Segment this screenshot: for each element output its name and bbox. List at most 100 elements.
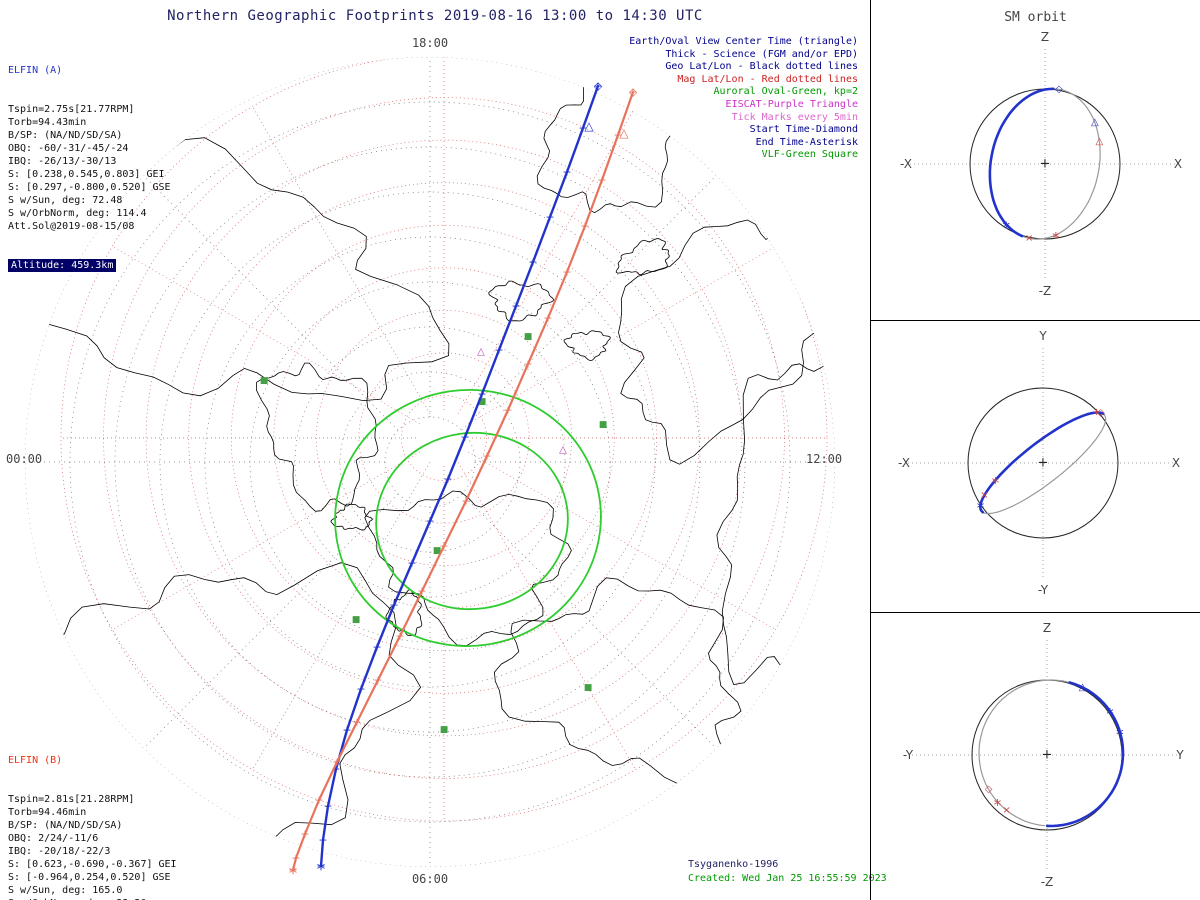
eiscat-triangle-marker: △ <box>559 445 567 456</box>
info-line: OBQ: -60/-31/-45/-24 <box>8 143 129 154</box>
tick-mark: + <box>373 674 382 687</box>
axis-label-top: Z <box>1043 621 1051 635</box>
coastline <box>488 280 555 322</box>
tick-mark: + <box>461 495 470 508</box>
coastline <box>493 577 742 785</box>
tick-mark: + <box>316 860 325 873</box>
tick-mark: + <box>356 683 365 696</box>
orbit-farside-arc <box>978 679 1068 827</box>
info-line: S w/Sun, deg: 165.0 <box>8 885 123 896</box>
axis-label-left: -X <box>900 157 912 171</box>
tick-mark: + <box>528 256 537 269</box>
axis-label-right: X <box>1174 157 1182 171</box>
orbit-marker: + <box>1092 407 1100 418</box>
tick-mark: + <box>318 834 327 847</box>
legend-item: End Time-Asterisk <box>755 136 858 148</box>
info-line: IBQ: -26/13/-30/13 <box>8 156 117 167</box>
tick-mark: + <box>288 864 297 877</box>
model-label: Tsyganenko-1996 <box>688 859 779 870</box>
orbit-nearside-arc <box>988 87 1055 238</box>
tick-mark: + <box>300 828 309 841</box>
auroral-oval-ring <box>375 431 569 611</box>
orbit-marker: ◇ <box>985 784 993 795</box>
tick-mark: + <box>331 763 340 776</box>
coastline <box>716 362 835 685</box>
center-cross: + <box>1042 748 1053 763</box>
orbit-nearside-arc <box>978 411 1105 514</box>
tick-mark: + <box>323 800 332 813</box>
legend: Earth/Oval View Center Time (triangle) Th… <box>629 36 858 162</box>
vlf-square-marker: ■ <box>352 615 361 625</box>
legend-item: Start Time-Diamond <box>749 124 858 136</box>
orbit-panel-zy: +Z-Z-Y Y△*** ×◇ <box>903 621 1184 889</box>
tick-mark: + <box>443 473 452 486</box>
info-line: S w/Sun, deg: 72.48 <box>8 195 123 206</box>
auroral-oval-ring <box>334 389 602 647</box>
tick-mark: + <box>562 266 571 279</box>
info-line: Att.Sol@2019-08-15/08 <box>8 221 135 232</box>
orbit-marker: ◇ <box>1055 84 1063 95</box>
orbit-nearside-arc <box>1045 681 1125 828</box>
axis-label-right: Y <box>1175 748 1184 762</box>
tick-mark: + <box>494 344 503 357</box>
axis-label-bottom: -Z <box>1041 875 1054 889</box>
tick-mark: + <box>291 852 300 865</box>
orbit-marker: * <box>994 796 1002 814</box>
tick-mark: + <box>593 80 602 93</box>
tick-mark: + <box>482 450 491 463</box>
vlf-square-marker: ■ <box>599 420 608 430</box>
vlf-square-marker: ■ <box>584 683 593 693</box>
orbit-marker: * <box>977 499 985 517</box>
orbit-marker: * <box>1003 218 1011 236</box>
tick-mark: + <box>628 86 637 99</box>
tick-mark: + <box>342 724 351 737</box>
clock-label-00: 00:00 <box>6 452 43 466</box>
axis-label-bottom: -Y <box>1038 583 1049 597</box>
clock-label-12: 12:00 <box>806 452 843 466</box>
elfin-a-lines: Tspin=2.75s[21.77RPM] Torb=94.43min B/SP: … <box>8 103 171 233</box>
coastline <box>255 362 379 512</box>
tick-mark: + <box>395 630 404 643</box>
divider-horizontal-2 <box>870 612 1200 613</box>
legend-item: Thick - Science (FGM and/or EPD) <box>665 48 858 60</box>
tick-mark: + <box>613 129 622 142</box>
legend-item: Earth/Oval View Center Time (triangle) <box>629 36 858 47</box>
info-line: Tspin=2.75s[21.77RPM] <box>8 104 135 115</box>
start-diamond-marker: ◇ <box>629 86 638 99</box>
tick-mark: + <box>523 358 532 371</box>
orbit-panel-zx: + Z -Z -X X ◇ △ △ * * × <box>900 30 1182 298</box>
elfin-b-lines: Tspin=2.81s[21.28RPM] Torb=94.46min B/SP: … <box>8 793 177 900</box>
orbit-marker: * <box>1052 229 1060 247</box>
tick-mark: + <box>562 166 571 179</box>
vlf-square-marker: ■ <box>478 397 487 407</box>
mag-grid <box>60 57 828 822</box>
tick-mark: + <box>417 585 426 598</box>
vlf-square-marker: ■ <box>260 376 269 386</box>
earth-circle <box>967 387 1119 539</box>
tick-mark: + <box>439 540 448 553</box>
orbit-marker: △ <box>1079 682 1087 693</box>
info-line: B/SP: (NA/ND/SD/SA) <box>8 820 123 831</box>
tick-mark: + <box>460 431 469 444</box>
coastline <box>615 238 670 276</box>
eiscat-triangle-marker: △ <box>477 347 485 358</box>
elfin-b-info: ELFIN (B) Tspin=2.81s[21.28RPM] Torb=94.4… <box>8 728 177 900</box>
orbit-marker: * <box>992 474 1000 492</box>
legend-item: Auroral Oval-Green, kp=2 <box>713 86 859 98</box>
info-line: Tspin=2.81s[21.28RPM] <box>8 794 135 805</box>
orbit-marker: * <box>1116 726 1124 744</box>
center-cross: + <box>1038 456 1049 471</box>
info-line: IBQ: -20/18/-22/3 <box>8 846 111 857</box>
legend-item: Tick Marks every 5min <box>731 111 858 123</box>
info-line: Torb=94.46min <box>8 807 87 818</box>
page-title: Northern Geographic Footprints 2019-08-1… <box>167 8 703 24</box>
orbit-marker: ◇ <box>1097 407 1105 418</box>
coastline <box>618 203 835 465</box>
info-line: S: [0.238,0.545,0.803] GEI <box>8 169 165 180</box>
info-line: Torb=94.43min <box>8 117 87 128</box>
elfin-a-altitude-badge: Altitude: 459.3km <box>8 259 117 272</box>
orbit-marker: △ <box>1091 117 1099 128</box>
info-line: S: [0.297,-0.800,0.520] GSE <box>8 182 171 193</box>
tick-mark: + <box>477 388 486 401</box>
